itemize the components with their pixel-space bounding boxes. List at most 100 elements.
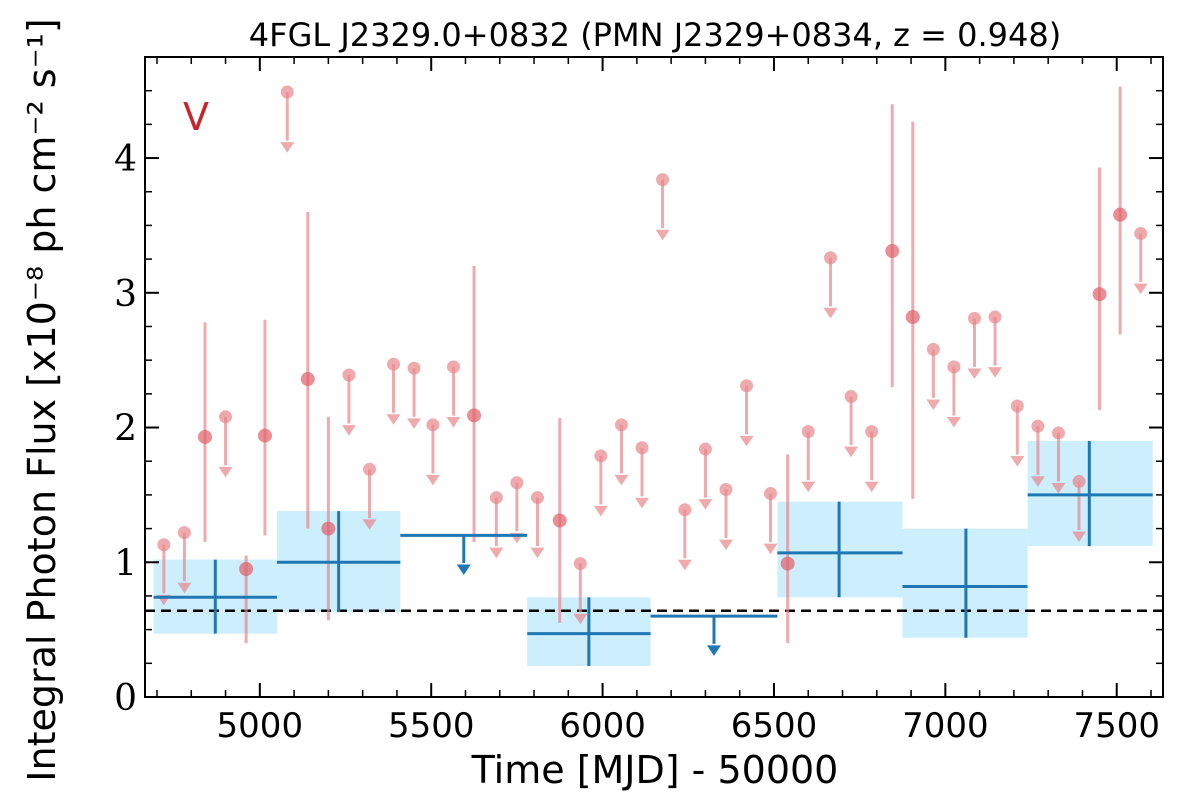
y-tick-label: 2 <box>114 409 137 450</box>
monthly-ul-arrow <box>341 425 356 436</box>
chart-title: 4FGL J2329.0+0832 (PMN J2329+0834, z = 0… <box>249 16 1061 54</box>
monthly-ul-arrow <box>823 307 838 319</box>
monthly-upper-limit-6 <box>386 357 401 425</box>
y-tick-label: 4 <box>114 139 137 180</box>
monthly-ul-marker <box>988 310 1002 324</box>
monthly-upper-limit-14 <box>593 449 608 517</box>
monthly-detection-7 <box>780 454 795 644</box>
monthly-ul-arrow <box>489 547 504 559</box>
monthly-ul-marker <box>740 379 754 393</box>
plot-border <box>144 56 1164 698</box>
monthly-detection-marker <box>321 521 336 536</box>
x-tick-label: 6500 <box>731 706 818 746</box>
monthly-ul-marker <box>363 462 377 476</box>
binned-detection-3 <box>777 501 903 598</box>
monthly-ul-marker <box>764 487 778 501</box>
monthly-upper-limit-1 <box>177 526 192 594</box>
monthly-detection-marker <box>885 244 900 259</box>
monthly-upper-limit-18 <box>677 503 692 571</box>
monthly-upper-limit-19 <box>698 442 713 510</box>
monthly-detection-1 <box>197 322 212 543</box>
monthly-detection-4 <box>321 416 336 621</box>
y-tick-label: 1 <box>114 543 137 584</box>
monthly-upper-limit-27 <box>926 342 941 410</box>
monthly-ul-arrow <box>801 481 816 493</box>
monthly-upper-limit-23 <box>801 425 816 493</box>
monthly-ul-marker <box>926 342 940 356</box>
monthly-ul-arrow <box>1010 456 1025 467</box>
monthly-upper-limit-15 <box>614 418 629 486</box>
monthly-detection-marker <box>257 428 272 443</box>
monthly-detection-marker <box>300 372 315 387</box>
monthly-upper-limit-24 <box>823 251 838 319</box>
monthly-ul-arrow <box>844 446 859 458</box>
monthly-upper-limit-34 <box>1072 474 1087 543</box>
monthly-ul-marker <box>510 476 524 490</box>
monthly-ul-marker <box>219 410 233 424</box>
monthly-ul-marker <box>844 390 858 404</box>
monthly-detection-marker <box>905 310 920 325</box>
monthly-ul-arrow <box>677 559 692 571</box>
monthly-upper-limit-10 <box>489 491 504 559</box>
binned-ul-arrow <box>706 645 721 656</box>
monthly-ul-marker <box>719 483 733 497</box>
monthly-ul-arrow <box>1051 483 1066 494</box>
x-tick-label: 7000 <box>902 706 989 746</box>
monthly-ul-marker <box>280 85 294 99</box>
monthly-ul-arrow <box>407 418 422 429</box>
monthly-ul-marker <box>678 503 692 517</box>
monthly-ul-marker <box>407 361 421 375</box>
monthly-detection-marker <box>552 513 567 528</box>
monthly-detection-marker <box>780 556 795 571</box>
binned-upper-limit-1 <box>650 614 778 656</box>
monthly-upper-limit-12 <box>530 491 545 559</box>
monthly-detection-11 <box>1113 86 1128 335</box>
x-tick-label: 6000 <box>559 706 646 746</box>
monthly-ul-marker <box>489 491 503 505</box>
monthly-upper-limit-9 <box>446 360 461 428</box>
monthly-upper-limit-8 <box>425 418 440 486</box>
monthly-ul-marker <box>801 425 815 439</box>
monthly-ul-arrow <box>988 367 1003 378</box>
monthly-detection-9 <box>905 121 920 499</box>
x-tick-label: 5500 <box>388 706 475 746</box>
monthly-ul-marker <box>426 418 440 432</box>
monthly-ul-arrow <box>946 416 961 428</box>
monthly-ul-arrow <box>967 368 982 379</box>
monthly-detection-marker <box>197 429 212 444</box>
monthly-upper-limit-3 <box>280 85 295 153</box>
binned-uncertainty-bands <box>153 441 1153 667</box>
monthly-ul-marker <box>1051 426 1065 440</box>
monthly-ul-arrow <box>655 229 670 241</box>
monthly-upper-limit-4 <box>341 368 356 436</box>
monthly-ul-marker <box>446 360 460 374</box>
monthly-upper-limit-20 <box>718 483 733 551</box>
monthly-ul-arrow <box>718 539 733 551</box>
monthly-ul-arrow <box>763 543 778 555</box>
monthly-upper-limit-29 <box>967 311 982 379</box>
monthly-detection-5 <box>467 265 482 543</box>
monthly-ul-marker <box>698 442 712 456</box>
monthly-points <box>156 85 1148 644</box>
monthly-ul-arrow <box>446 416 461 428</box>
monthly-ul-marker <box>177 526 191 540</box>
monthly-ul-arrow <box>864 481 879 493</box>
monthly-ul-arrow <box>386 414 401 425</box>
monthly-ul-arrow <box>1072 531 1087 543</box>
monthly-detection-3 <box>300 211 315 529</box>
monthly-ul-marker <box>865 425 879 439</box>
monthly-upper-limit-16 <box>635 441 650 509</box>
monthly-ul-marker <box>157 538 171 552</box>
binned-upper-limit-0 <box>400 533 528 575</box>
binned-detection-4 <box>902 528 1028 638</box>
monthly-detection-marker <box>1092 287 1107 302</box>
monthly-detection-0 <box>239 555 254 644</box>
monthly-upper-limit-2 <box>218 410 233 478</box>
binned-detection-5 <box>1027 441 1153 547</box>
binned-points <box>153 441 1153 667</box>
y-tick-label: 0 <box>114 678 137 719</box>
monthly-upper-limit-25 <box>844 390 859 458</box>
x-tick-label: 7500 <box>1073 706 1160 746</box>
binned-detection-2 <box>527 597 651 667</box>
